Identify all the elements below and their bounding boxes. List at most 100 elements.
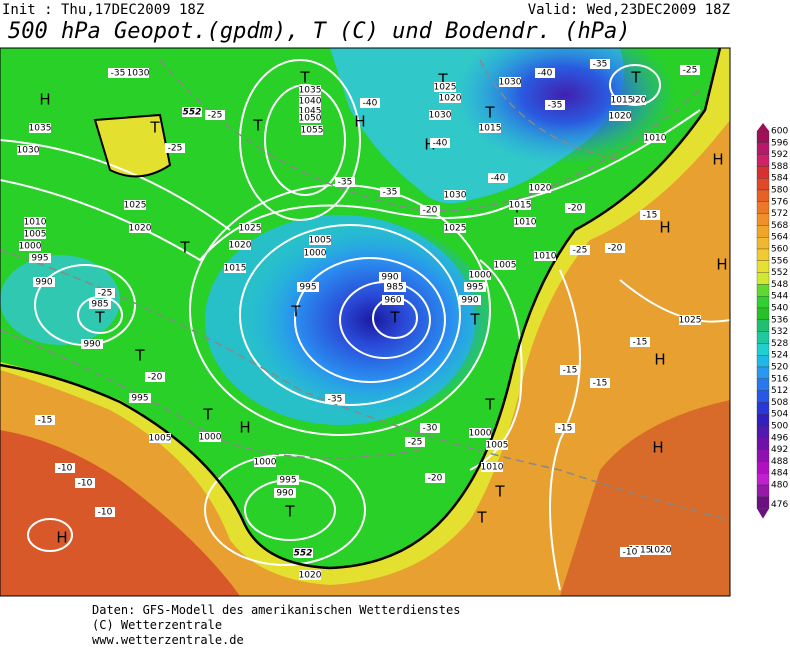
map-frame bbox=[0, 47, 731, 597]
isobar-label: 995 bbox=[299, 283, 316, 293]
pressure-center: H bbox=[354, 113, 365, 131]
isobar-label: 1000 bbox=[19, 242, 42, 252]
pressure-center: H bbox=[712, 151, 723, 169]
colorbar-swatch bbox=[756, 284, 770, 297]
colorbar-swatch bbox=[756, 461, 770, 474]
colorbar-label: 540 bbox=[771, 304, 788, 314]
pressure-center: T bbox=[179, 239, 190, 257]
isotherm-label-bg bbox=[165, 143, 185, 153]
isotherm-label: -35 bbox=[328, 395, 343, 405]
colorbar-swatch bbox=[756, 260, 770, 273]
isotherm-label: -20 bbox=[148, 373, 163, 383]
isobar-label-bg bbox=[514, 217, 536, 227]
isotherm-label: -10 bbox=[98, 508, 113, 518]
colorbar-label: 560 bbox=[771, 245, 788, 255]
colorbar-label: 512 bbox=[771, 386, 788, 396]
isobar-label: 1035 bbox=[299, 86, 322, 96]
isobar-label: 995 bbox=[131, 394, 148, 404]
isobar-label: 1000 bbox=[469, 429, 492, 439]
colorbar-label: 544 bbox=[771, 292, 788, 302]
isobar-label: 990 bbox=[276, 489, 293, 499]
isobar-label: 1015 bbox=[509, 201, 532, 211]
isobar-label-bg bbox=[649, 545, 671, 555]
isotherm-label-bg bbox=[680, 65, 700, 75]
colorbar-swatch bbox=[756, 178, 770, 191]
isobar-label-bg bbox=[534, 251, 556, 261]
colorbar-label: 520 bbox=[771, 363, 788, 373]
isobar-label: 1030 bbox=[429, 111, 452, 121]
map-title: 500 hPa Geopot.(gpdm), T (C) und Bodendr… bbox=[8, 19, 631, 44]
footer-line: Daten: GFS-Modell des amerikanischen Wet… bbox=[92, 603, 460, 617]
pressure-center: T bbox=[437, 71, 448, 89]
isotherm-label: -35 bbox=[111, 69, 126, 79]
colorbar-label: 588 bbox=[771, 162, 788, 172]
colorbar-label: 580 bbox=[771, 186, 788, 196]
colorbar-swatch bbox=[756, 154, 770, 167]
isobar-label: 1000 bbox=[469, 271, 492, 281]
isobar-label: 985 bbox=[386, 283, 403, 293]
isobar-label: 1025 bbox=[444, 224, 467, 234]
isobar-label-bg bbox=[89, 299, 111, 309]
isobar-label: 1045 bbox=[299, 107, 322, 117]
isotherm-label: -15 bbox=[633, 338, 648, 348]
isobar-label: 1015 bbox=[224, 264, 247, 274]
colorbar-label: 536 bbox=[771, 315, 788, 325]
colorbar-swatch bbox=[756, 473, 770, 486]
colorbar-label: 552 bbox=[771, 268, 788, 278]
pressure-center: T bbox=[484, 104, 495, 122]
isobar-label: 1020 bbox=[624, 96, 647, 106]
isobar-label-bg bbox=[444, 190, 466, 200]
valid-time: Valid: Wed,23DEC2009 18Z bbox=[528, 2, 730, 18]
footer-line: (C) Wetterzentrale bbox=[92, 618, 222, 632]
isotherm-label: -20 bbox=[568, 204, 583, 214]
isotherm-label-bg bbox=[640, 210, 660, 220]
colorbar-swatch bbox=[756, 449, 770, 462]
colorbar-label: 600 bbox=[771, 127, 788, 137]
isobar-label-bg bbox=[679, 315, 701, 325]
isobar-label: 1025 bbox=[679, 316, 702, 326]
contour-label: 552 bbox=[294, 549, 313, 559]
isotherm-label: -25 bbox=[208, 111, 223, 121]
isobar-label-bg bbox=[481, 462, 503, 472]
colorbar-swatch bbox=[756, 272, 770, 285]
isobar-label-bg bbox=[486, 440, 508, 450]
isobar-label-bg bbox=[127, 68, 149, 78]
isotherm-label: -20 bbox=[608, 244, 623, 254]
isobar-label-bg bbox=[309, 235, 331, 245]
isotherm-label: -25 bbox=[168, 144, 183, 154]
isotherm-label-bg bbox=[630, 337, 650, 347]
colorbar-swatch bbox=[756, 425, 770, 438]
colorbar-swatch bbox=[756, 414, 770, 427]
colorbar-swatch bbox=[756, 130, 770, 143]
pressure-center: T bbox=[389, 309, 400, 327]
isobar-label-bg bbox=[199, 432, 221, 442]
colorbar-label: 528 bbox=[771, 339, 788, 349]
isobar-label: 960 bbox=[384, 296, 401, 306]
colorbar-label: 516 bbox=[771, 374, 788, 384]
colorbar-label: 548 bbox=[771, 280, 788, 290]
isobar-label: 1035 bbox=[29, 124, 52, 134]
isobar-label-bg bbox=[297, 282, 319, 292]
colorbar-label: 572 bbox=[771, 209, 788, 219]
colorbar-label: 508 bbox=[771, 398, 788, 408]
isotherm-label-bg bbox=[420, 205, 440, 215]
isobar-label-bg bbox=[129, 393, 151, 403]
isotherm-label-bg bbox=[590, 59, 610, 69]
isobar-label-bg bbox=[469, 428, 491, 438]
isobar-label-bg bbox=[124, 200, 146, 210]
pressure-center: H bbox=[659, 219, 670, 237]
isobar-label: 1020 bbox=[609, 112, 632, 122]
colorbar-swatch bbox=[756, 225, 770, 238]
isobar-label: 1020 bbox=[529, 184, 552, 194]
isobar-label-bg bbox=[384, 282, 406, 292]
colorbar-swatch bbox=[756, 307, 770, 320]
contour-552-greenland bbox=[93, 113, 172, 178]
colorbar-label: 576 bbox=[771, 197, 788, 207]
footer-line: www.wetterzentrale.de bbox=[92, 633, 244, 647]
pressure-center: H bbox=[39, 91, 50, 109]
isotherm-label: -30 bbox=[423, 424, 438, 434]
colorbar-label: 504 bbox=[771, 410, 788, 420]
isotherm-label: -15 bbox=[558, 424, 573, 434]
isobar-label-bg bbox=[439, 93, 461, 103]
isotherm-label: -15 bbox=[643, 211, 658, 221]
